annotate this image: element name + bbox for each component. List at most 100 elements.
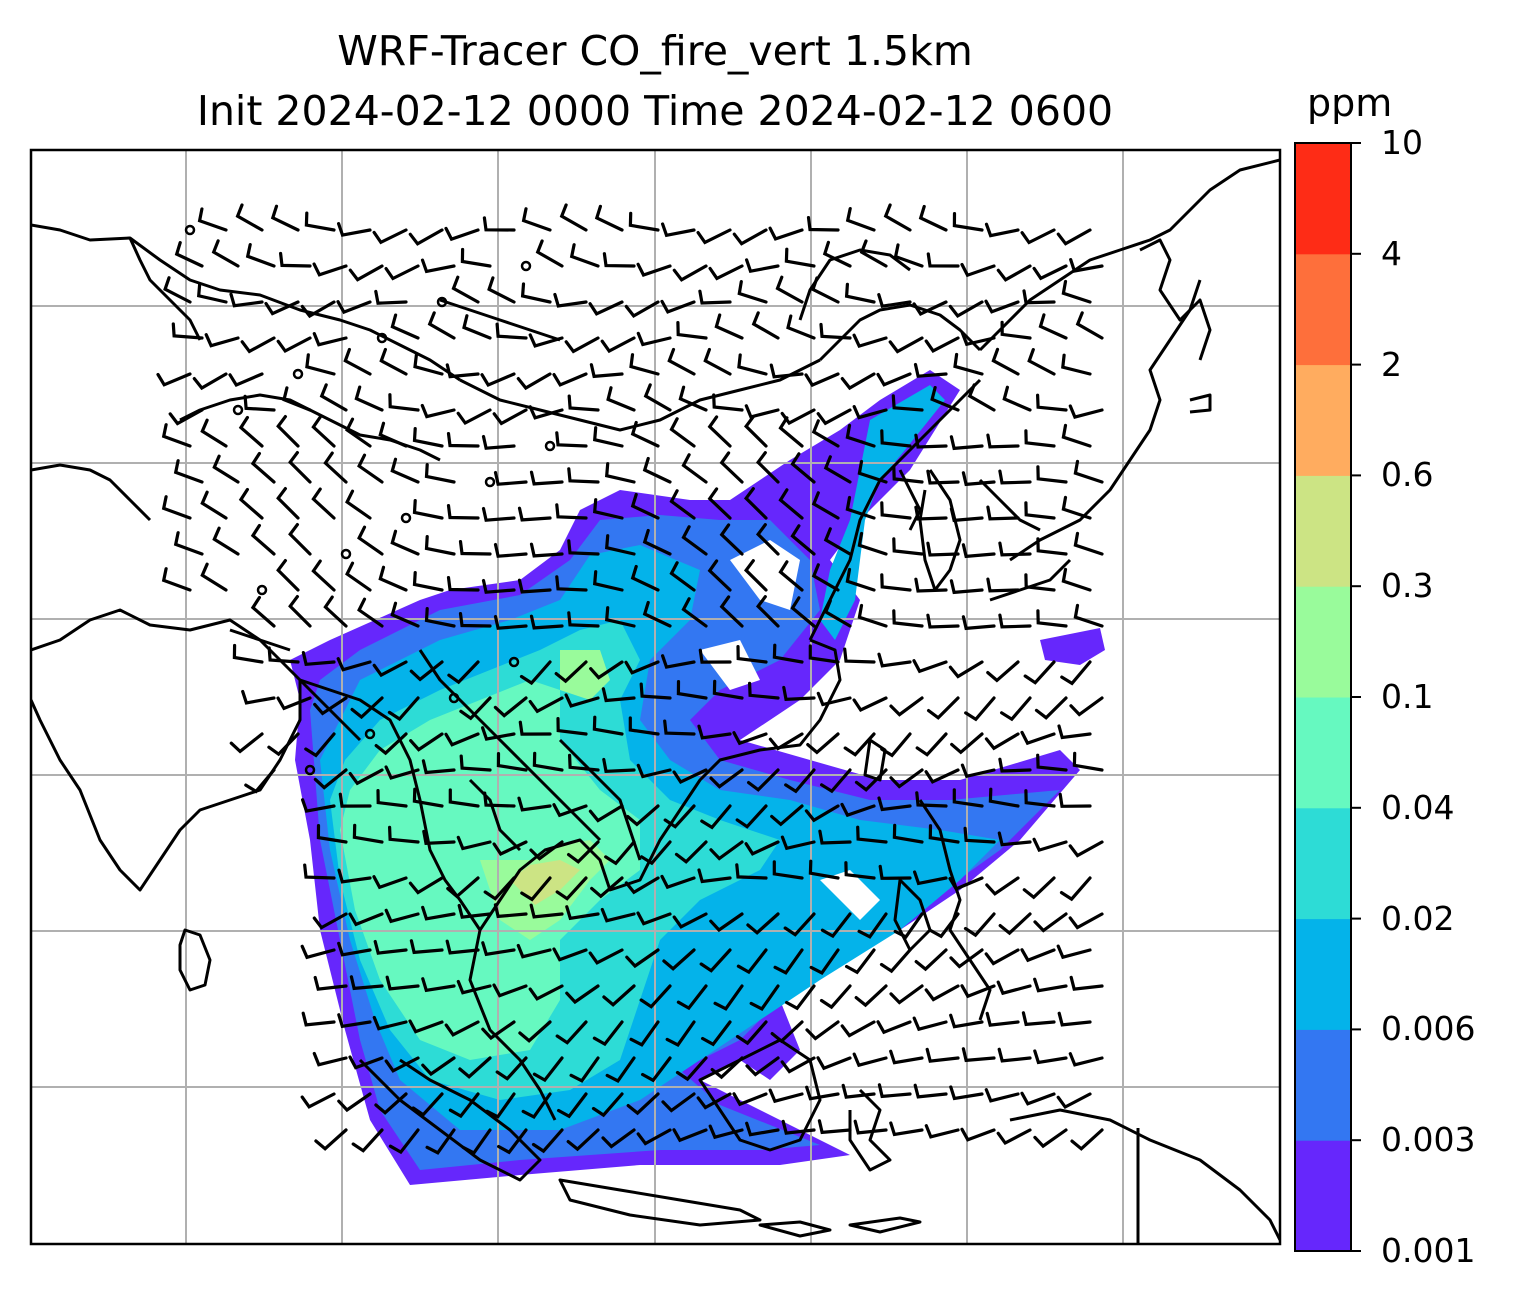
wind-barb — [244, 768, 276, 794]
wind-barb — [345, 417, 372, 448]
wind-barb — [354, 385, 384, 412]
wind-barb — [345, 489, 372, 520]
wind-barb — [811, 563, 840, 592]
wind-barb — [676, 680, 708, 700]
wind-calm-marker — [292, 368, 304, 380]
wind-barb — [820, 912, 852, 939]
wind-barb — [636, 262, 672, 277]
wind-barb — [1056, 228, 1092, 246]
wind-barb — [669, 417, 696, 448]
wind-barb — [698, 289, 732, 305]
wind-barb — [495, 322, 528, 340]
wind-barb — [639, 682, 672, 700]
wind-barb — [412, 499, 444, 520]
wind-barb — [790, 596, 816, 628]
wind-barb — [421, 977, 456, 993]
coastline-segment — [468, 778, 522, 852]
wind-barb — [566, 1128, 600, 1152]
wind-barb — [336, 657, 372, 672]
wind-barb — [709, 768, 744, 789]
wind-barb — [986, 660, 1020, 683]
wind-barb — [998, 912, 1032, 936]
wind-barb — [604, 606, 636, 628]
wind-barb — [661, 1092, 696, 1113]
wind-barb — [384, 1056, 420, 1073]
wind-barb — [1033, 977, 1068, 993]
wind-barb — [1056, 944, 1092, 960]
wind-barb — [250, 523, 276, 556]
wind-barb — [960, 331, 996, 347]
wind-barb — [845, 948, 876, 975]
wind-barb — [924, 984, 960, 1002]
wind-barb — [270, 204, 300, 232]
wind-barb — [950, 732, 984, 755]
wind-barb — [811, 276, 840, 304]
wind-barb — [390, 601, 420, 628]
wind-barb — [1024, 429, 1056, 448]
chart-subtitle: Init 2024-02-12 0000 Time 2024-02-12 060… — [196, 87, 1114, 135]
wind-barb — [845, 207, 876, 232]
wind-barb — [998, 541, 1032, 557]
wind-barb — [528, 696, 564, 714]
coastline-segment — [518, 758, 602, 842]
wind-barb — [446, 876, 480, 899]
wind-barb — [200, 490, 228, 520]
wind-barb — [349, 975, 384, 991]
wind-barb — [822, 240, 852, 268]
plume-contour — [560, 650, 610, 700]
wind-barb — [604, 840, 636, 866]
wind-barb — [588, 804, 624, 823]
wind-barb — [529, 470, 564, 486]
wind-barb — [568, 753, 600, 772]
wind-barb — [878, 864, 912, 880]
wind-barb — [707, 559, 732, 592]
wind-barb — [857, 603, 888, 628]
wind-barb — [660, 874, 696, 890]
colorbar-tick-label: 10 — [1381, 123, 1423, 162]
wind-barb — [681, 453, 708, 484]
wind-barb — [1027, 348, 1056, 376]
wind-barb — [770, 1020, 804, 1044]
wind-barb — [712, 679, 744, 700]
wind-barb — [678, 385, 708, 412]
wind-barb — [696, 228, 732, 245]
wind-barb — [552, 947, 588, 962]
wind-barb — [988, 787, 1020, 808]
wind-barb — [528, 333, 564, 348]
colorbar-tick-label: 0.3 — [1381, 566, 1434, 606]
wind-barb — [672, 1128, 708, 1143]
wind-barb — [785, 984, 816, 1011]
wind-barb — [171, 322, 204, 340]
wind-barb — [770, 804, 804, 827]
wind-calm-marker — [484, 476, 496, 488]
wind-barb — [282, 386, 312, 412]
wind-barb — [517, 506, 552, 522]
wind-barb — [841, 1083, 876, 1099]
coastline-segment — [978, 478, 1041, 532]
wind-barb — [663, 719, 696, 736]
wind-barb — [996, 264, 1032, 282]
wind-barb — [448, 788, 480, 808]
wind-barb — [301, 651, 336, 667]
wind-calm-marker — [544, 440, 556, 452]
wind-barb — [250, 595, 276, 628]
wind-barb — [819, 984, 852, 1010]
wind-barb — [301, 1011, 336, 1027]
coastline-segment — [798, 248, 911, 321]
wind-barb — [343, 347, 372, 376]
wind-barb — [516, 372, 552, 391]
wind-barb — [984, 732, 1020, 751]
wind-barb — [1023, 660, 1056, 685]
wind-barb — [337, 1092, 372, 1113]
wind-barb — [517, 796, 552, 812]
wind-barb — [636, 763, 672, 779]
wind-barb — [1036, 753, 1068, 772]
wind-barb — [927, 696, 960, 720]
wind-barb — [1032, 264, 1068, 281]
wind-barb — [1060, 660, 1092, 686]
wind-barb — [998, 469, 1032, 485]
wind-barb — [1069, 696, 1104, 717]
wind-barb — [567, 611, 600, 628]
plume-gap — [730, 540, 800, 610]
wind-barb — [930, 386, 960, 412]
